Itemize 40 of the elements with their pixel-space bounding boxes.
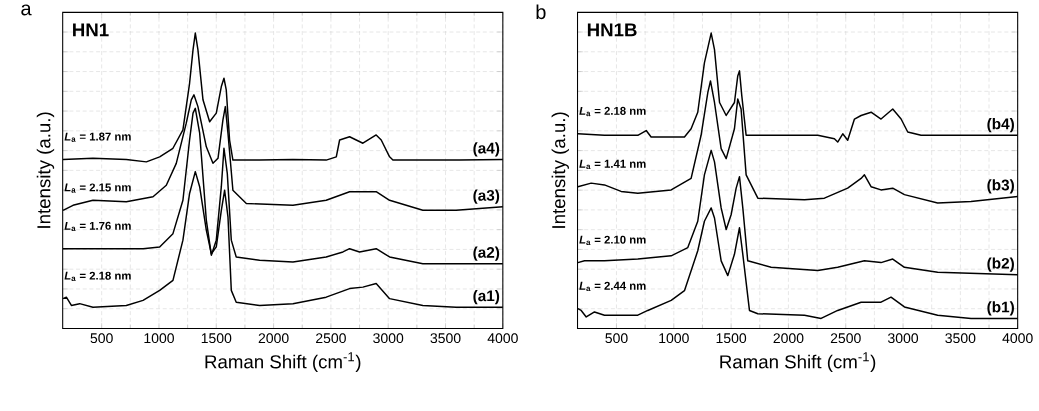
series-label: (b2) <box>987 257 1014 272</box>
x-axis-title: Raman Shift (cm$^{-1}$) <box>720 352 876 373</box>
x-tick-label: 3500 <box>945 333 976 344</box>
series-label: (b4) <box>987 117 1014 133</box>
x-tick-label: 3000 <box>373 333 404 344</box>
annotation: L$_{a}$ = 2.18 nm <box>579 106 646 117</box>
x-tick-label: 2500 <box>830 333 861 344</box>
text: a <box>21 4 32 16</box>
x-tick-label: 1500 <box>716 333 747 344</box>
series-label: (b3) <box>987 179 1014 194</box>
x-tick-label: 3500 <box>430 333 461 344</box>
annotation: L$_{a}$ = 1.87 nm <box>64 132 131 142</box>
series-label: (a3) <box>473 189 500 204</box>
annotation: L$_{a}$ = 2.10 nm <box>579 235 646 245</box>
y-axis-title: Intensity (a.u.) <box>551 112 569 228</box>
series-label: (a4) <box>473 142 500 157</box>
text: b <box>536 4 546 20</box>
chart-title: HN1B <box>587 23 637 37</box>
x-tick-label: 1000 <box>144 333 174 344</box>
series-label: (a1) <box>473 289 500 305</box>
x-tick-label: 1000 <box>659 333 689 344</box>
series-label: (b1) <box>987 301 1014 316</box>
x-axis-title: Raman Shift (cm$^{-1}$) <box>205 352 361 373</box>
chart-title: HN1 <box>73 23 109 37</box>
x-tick-label: 500 <box>605 333 628 344</box>
annotation: L$_{a}$ = 1.76 nm <box>64 221 131 232</box>
x-tick-label: 1500 <box>201 333 232 344</box>
annotation: L$_{a}$ = 2.18 nm <box>64 271 131 281</box>
x-tick-label: 2500 <box>316 333 346 344</box>
x-tick-label: 4000 <box>487 333 518 344</box>
x-tick-label: 3000 <box>887 333 919 344</box>
series-label: (a2) <box>473 246 500 261</box>
x-tick-label: 2000 <box>258 333 289 344</box>
x-tick-label: 500 <box>90 333 113 344</box>
x-tick-label: 4000 <box>1002 333 1033 344</box>
annotation: L$_{a}$ = 2.15 nm <box>64 183 131 193</box>
annotation: L$_{a}$ = 1.41 nm <box>579 159 646 169</box>
y-axis-title: Intensity (a.u.) <box>36 112 55 228</box>
annotation: L$_{a}$ = 2.44 nm <box>579 281 646 292</box>
x-tick-label: 2000 <box>773 333 804 344</box>
